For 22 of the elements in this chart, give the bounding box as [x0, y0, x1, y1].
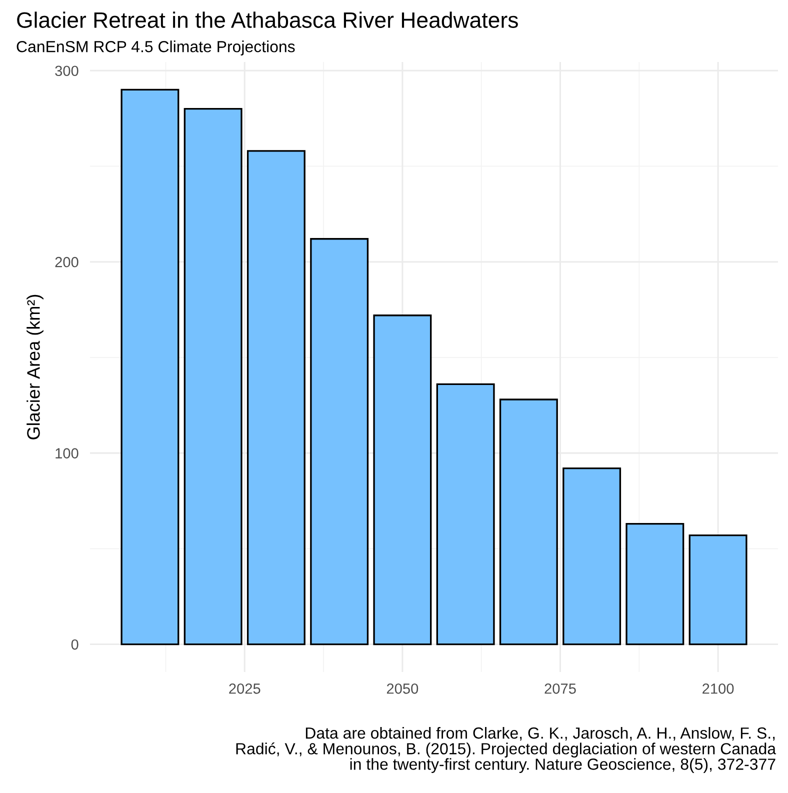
bar — [310, 238, 369, 646]
chart-subtitle: CanEnSM RCP 4.5 Climate Projections — [16, 40, 295, 56]
bar — [120, 88, 180, 646]
y-axis-title: Glacier Area (km²) — [26, 294, 44, 440]
bar — [499, 398, 558, 646]
x-tick-label: 2025 — [229, 683, 260, 694]
bar — [246, 150, 306, 646]
bar — [562, 468, 622, 646]
x-tick-label: 2050 — [386, 683, 418, 694]
y-tick-label: 0 — [71, 639, 78, 650]
bar — [626, 522, 684, 646]
y-tick-label: 200 — [55, 256, 78, 268]
text: Data are obtained from Clarke, G. K., Jarosch, A. H., Anslow, F. S., Radić, V., & Menounos, B. (2015). Projected deglaciation of western Canada in the twenty-first century. Nature Geoscience, 8(5), 372-377 — [236, 726, 776, 774]
x-tick-label: 2100 — [702, 683, 734, 694]
bar — [688, 534, 748, 646]
y-tick-label: 100 — [56, 448, 78, 458]
chart-title: Glacier Retreat in the Athabasca River Headwaters — [17, 12, 518, 28]
x-tick-label: 2075 — [544, 683, 576, 694]
bar — [436, 383, 495, 646]
bar — [184, 108, 242, 646]
y-tick-label: 300 — [55, 66, 78, 76]
bar — [373, 314, 432, 646]
